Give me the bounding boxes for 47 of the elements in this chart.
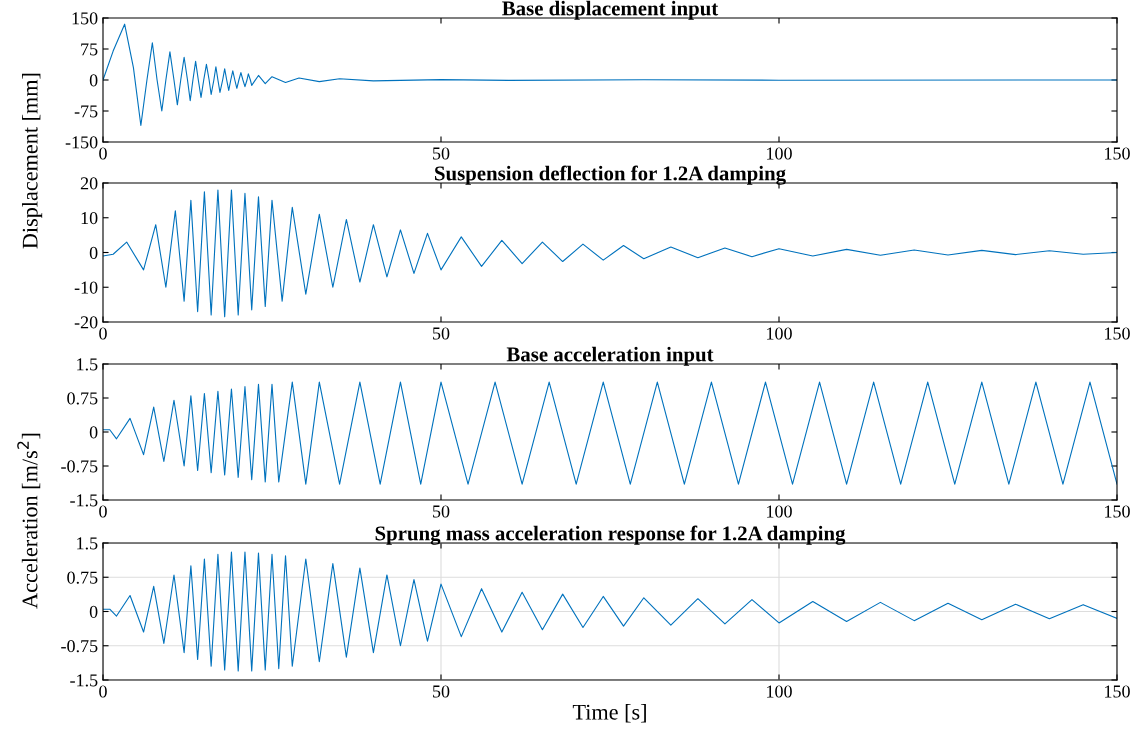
x-tick-label: 50 — [433, 505, 450, 518]
y-tick-label: -20 — [74, 316, 98, 329]
y-tick-label: -1.5 — [70, 494, 98, 507]
y-axis-title: Acceleration [m/s$^{2}$] — [17, 433, 41, 609]
y-tick-label: -1.5 — [70, 674, 98, 687]
x-tick-label: 50 — [433, 327, 450, 340]
x-tick-label: 0 — [99, 147, 107, 160]
line-series — [103, 381, 1117, 485]
x-axis-title: Time [s] — [572, 704, 646, 723]
chart-title: Suspension deflection for 1.2A damping — [435, 165, 786, 185]
x-tick-label: 150 — [1105, 327, 1130, 340]
line-series — [103, 23, 1117, 127]
y-tick-label: -10 — [74, 281, 98, 294]
y-tick-label: 1.5 — [77, 537, 98, 550]
x-tick-label: 150 — [1105, 505, 1130, 518]
y-tick-label: 150 — [72, 12, 98, 25]
line-series — [103, 551, 1117, 672]
y-tick-label: -75 — [74, 105, 98, 118]
line-series — [103, 189, 1117, 318]
x-tick-label: 100 — [767, 685, 792, 698]
x-tick-label: 50 — [433, 685, 450, 698]
y-axis-title: Displacement [mm] — [22, 73, 43, 249]
y-tick-label: 20 — [80, 177, 98, 190]
x-tick-label: 50 — [433, 147, 450, 160]
x-tick-label: 0 — [99, 685, 107, 698]
y-tick-label: 0.75 — [67, 571, 98, 584]
y-tick-label: 1.5 — [77, 358, 98, 371]
y-tick-label: 10 — [81, 212, 98, 225]
x-tick-label: 150 — [1105, 147, 1130, 160]
y-tick-label: -0.75 — [61, 460, 98, 473]
chart-title: Base acceleration input — [506, 346, 714, 366]
chart-title: Base displacement input — [502, 0, 719, 20]
x-tick-label: 100 — [767, 505, 792, 518]
x-tick-label: 0 — [99, 505, 107, 518]
y-tick-label: 0.75 — [67, 392, 98, 405]
y-tick-label: 0 — [89, 605, 98, 618]
chart-title: Sprung mass acceleration response for 1.2A damping — [375, 525, 846, 545]
y-tick-label: 0 — [89, 246, 98, 259]
y-tick-label: 0 — [89, 426, 98, 439]
x-tick-label: 150 — [1105, 685, 1130, 698]
x-tick-label: 100 — [767, 147, 792, 160]
x-tick-label: 100 — [767, 327, 792, 340]
y-tick-label: 75 — [81, 43, 98, 56]
y-tick-label: -150 — [65, 136, 98, 149]
y-tick-label: 0 — [89, 74, 98, 87]
y-tick-label: -0.75 — [61, 640, 98, 653]
x-tick-label: 0 — [99, 327, 107, 340]
